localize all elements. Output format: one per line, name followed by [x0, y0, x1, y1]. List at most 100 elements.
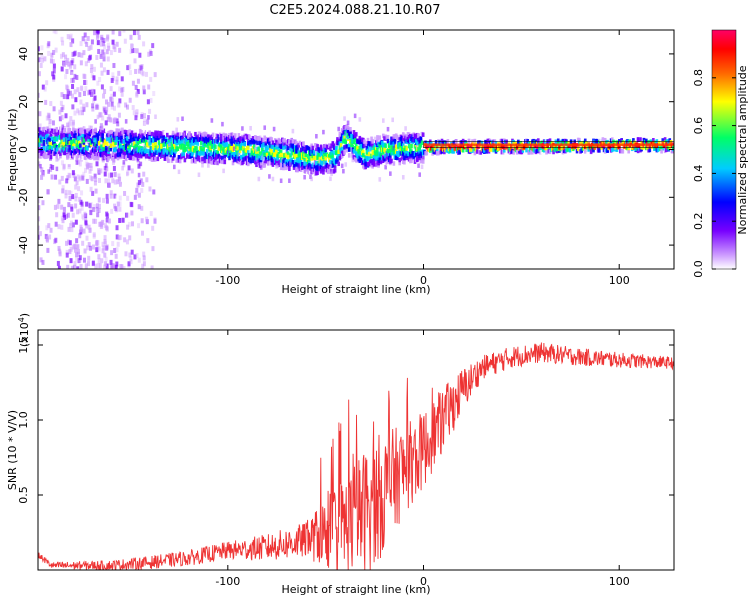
spectrogram-noise-cell	[70, 265, 74, 269]
spectrogram-band-cell	[369, 143, 372, 149]
spectrogram-band-cell	[271, 144, 275, 149]
spectrogram-band-cell	[266, 161, 270, 166]
spectrogram-noise-cell	[120, 91, 124, 97]
colorbar-ticks: 0.0 0.2 0.4 0.6 0.8	[692, 69, 736, 278]
spectrogram-band-cell	[291, 159, 295, 165]
spectrogram-band-cell	[153, 135, 156, 140]
spectrogram-band-cell	[214, 150, 217, 155]
spectrogram-noise-cell	[62, 206, 66, 212]
spectrogram-halo-cell	[41, 130, 45, 136]
spectrogram-noise-cell	[109, 96, 113, 102]
spectrogram-band-cell	[122, 139, 126, 144]
spectrogram-noise-cell	[81, 213, 85, 219]
spectrogram-noise-cell	[99, 62, 103, 68]
spectrogram-halo-cell	[121, 165, 124, 171]
spectrogram-band-cell	[55, 128, 59, 133]
spectrogram-band-cell	[548, 138, 552, 143]
spectrogram-band-cell	[219, 133, 223, 139]
spectrogram-noise-cell	[53, 204, 57, 210]
spectrogram-noise-cell	[136, 89, 140, 95]
spectrogram-noise-cell	[71, 104, 75, 110]
spectrogram-noise-cell	[153, 72, 157, 78]
spectrogram-band-cell	[39, 131, 42, 136]
spectrogram-noise-cell	[96, 245, 100, 251]
spectrogram-noise-cell	[103, 252, 107, 258]
spectrogram-noise-cell	[102, 67, 106, 73]
spectrogram-noise-cell	[128, 235, 132, 241]
spectrogram-band-cell	[72, 146, 75, 151]
spectrogram-halo-cell	[272, 126, 276, 132]
spectrogram-noise-cell	[92, 232, 96, 238]
spectrogram-noise-cell	[142, 251, 146, 257]
spectrogram-noise-cell	[75, 252, 79, 258]
spectrogram-band-cell	[382, 150, 385, 155]
spectrogram-band-cell	[131, 133, 135, 138]
spectrogram-noise-cell	[129, 201, 133, 207]
spectrogram-halo-cell	[133, 147, 136, 153]
spectrogram-band-cell	[652, 140, 655, 146]
spectrogram-band-cell	[275, 149, 278, 155]
spectrogram-noise-cell	[101, 52, 105, 58]
spectrogram-band-cell	[639, 137, 642, 142]
spectrogram-noise-cell	[67, 61, 71, 67]
spectrogram-noise-cell	[81, 36, 85, 42]
spectrogram-noise-cell	[117, 235, 121, 241]
spectrogram-noise-cell	[62, 165, 66, 171]
spectrogram-noise-cell	[66, 94, 70, 100]
spectrogram-halo-cell	[420, 164, 424, 170]
spectrogram-noise-cell	[106, 56, 110, 62]
spectrogram-band-cell	[292, 165, 296, 170]
spectrogram-band-cell	[595, 138, 599, 144]
spectrogram-band-cell	[373, 158, 377, 164]
spectrogram-noise-cell	[112, 118, 116, 124]
spectrogram-noise-cell	[127, 165, 131, 171]
spectrogram-halo-cell	[75, 160, 79, 165]
spectrogram-band-cell	[207, 134, 210, 139]
spectrogram-band-cell	[189, 137, 193, 142]
spectrogram-noise-cell	[38, 234, 40, 240]
spectrogram-band-cell	[284, 165, 288, 171]
spectrogram-noise-cell	[113, 247, 117, 253]
spectrogram-halo-cell	[232, 146, 236, 152]
spectrogram-noise-cell	[109, 50, 113, 56]
spectrogram-band-cell	[126, 136, 129, 141]
spectrogram-band-cell	[251, 155, 255, 160]
spectrogram-noise-cell	[119, 263, 123, 269]
spectrogram-band-cell	[234, 133, 237, 138]
spectrogram-band-cell	[230, 141, 234, 146]
spectrogram-band-cell	[80, 130, 83, 135]
spectrogram-band-cell	[258, 151, 262, 156]
spectrogram-band-cell	[475, 149, 479, 154]
spectrogram-noise-cell	[118, 201, 122, 207]
spectrogram-noise-cell	[122, 30, 126, 33]
spectrogram-band-cell	[268, 140, 271, 146]
spectrogram-band-cell	[154, 156, 157, 162]
spectrogram-noise-cell	[130, 210, 134, 216]
spectrogram-noise-cell	[129, 49, 133, 55]
spectrogram-noise-cell	[84, 201, 88, 207]
spectrogram-noise-cell	[116, 179, 120, 185]
spectrogram-noise-cell	[112, 157, 116, 163]
spectrogram-band-cell	[81, 155, 85, 161]
spectrogram-noise-cell	[114, 207, 118, 213]
spectrogram-noise-cell	[52, 49, 56, 55]
spectrogram-band-cell	[397, 152, 400, 157]
spectrogram-noise-cell	[66, 175, 70, 181]
spectrogram-band-cell	[259, 159, 263, 164]
spectrogram-halo-cell	[222, 168, 225, 174]
spectrogram-noise-cell	[89, 44, 93, 50]
spectrogram-noise-cell	[54, 237, 58, 243]
spectrogram-band-cell	[94, 149, 97, 154]
spectrogram-band-cell	[479, 150, 483, 155]
spectrogram-noise-cell	[89, 125, 93, 131]
spectrogram-band-cell	[69, 136, 73, 142]
spectrogram-noise-cell	[128, 252, 132, 258]
spectrogram-noise-cell	[47, 113, 51, 119]
spectrogram-band-cell	[266, 145, 270, 150]
spectrogram-band-cell	[46, 126, 49, 131]
spectrogram-band-cell	[204, 143, 208, 148]
spectrogram-noise-cell	[147, 51, 151, 57]
spectrogram-noise-cell	[87, 242, 91, 248]
spectrogram-noise-cell	[84, 86, 88, 92]
spectrogram-noise-cell	[97, 48, 101, 54]
